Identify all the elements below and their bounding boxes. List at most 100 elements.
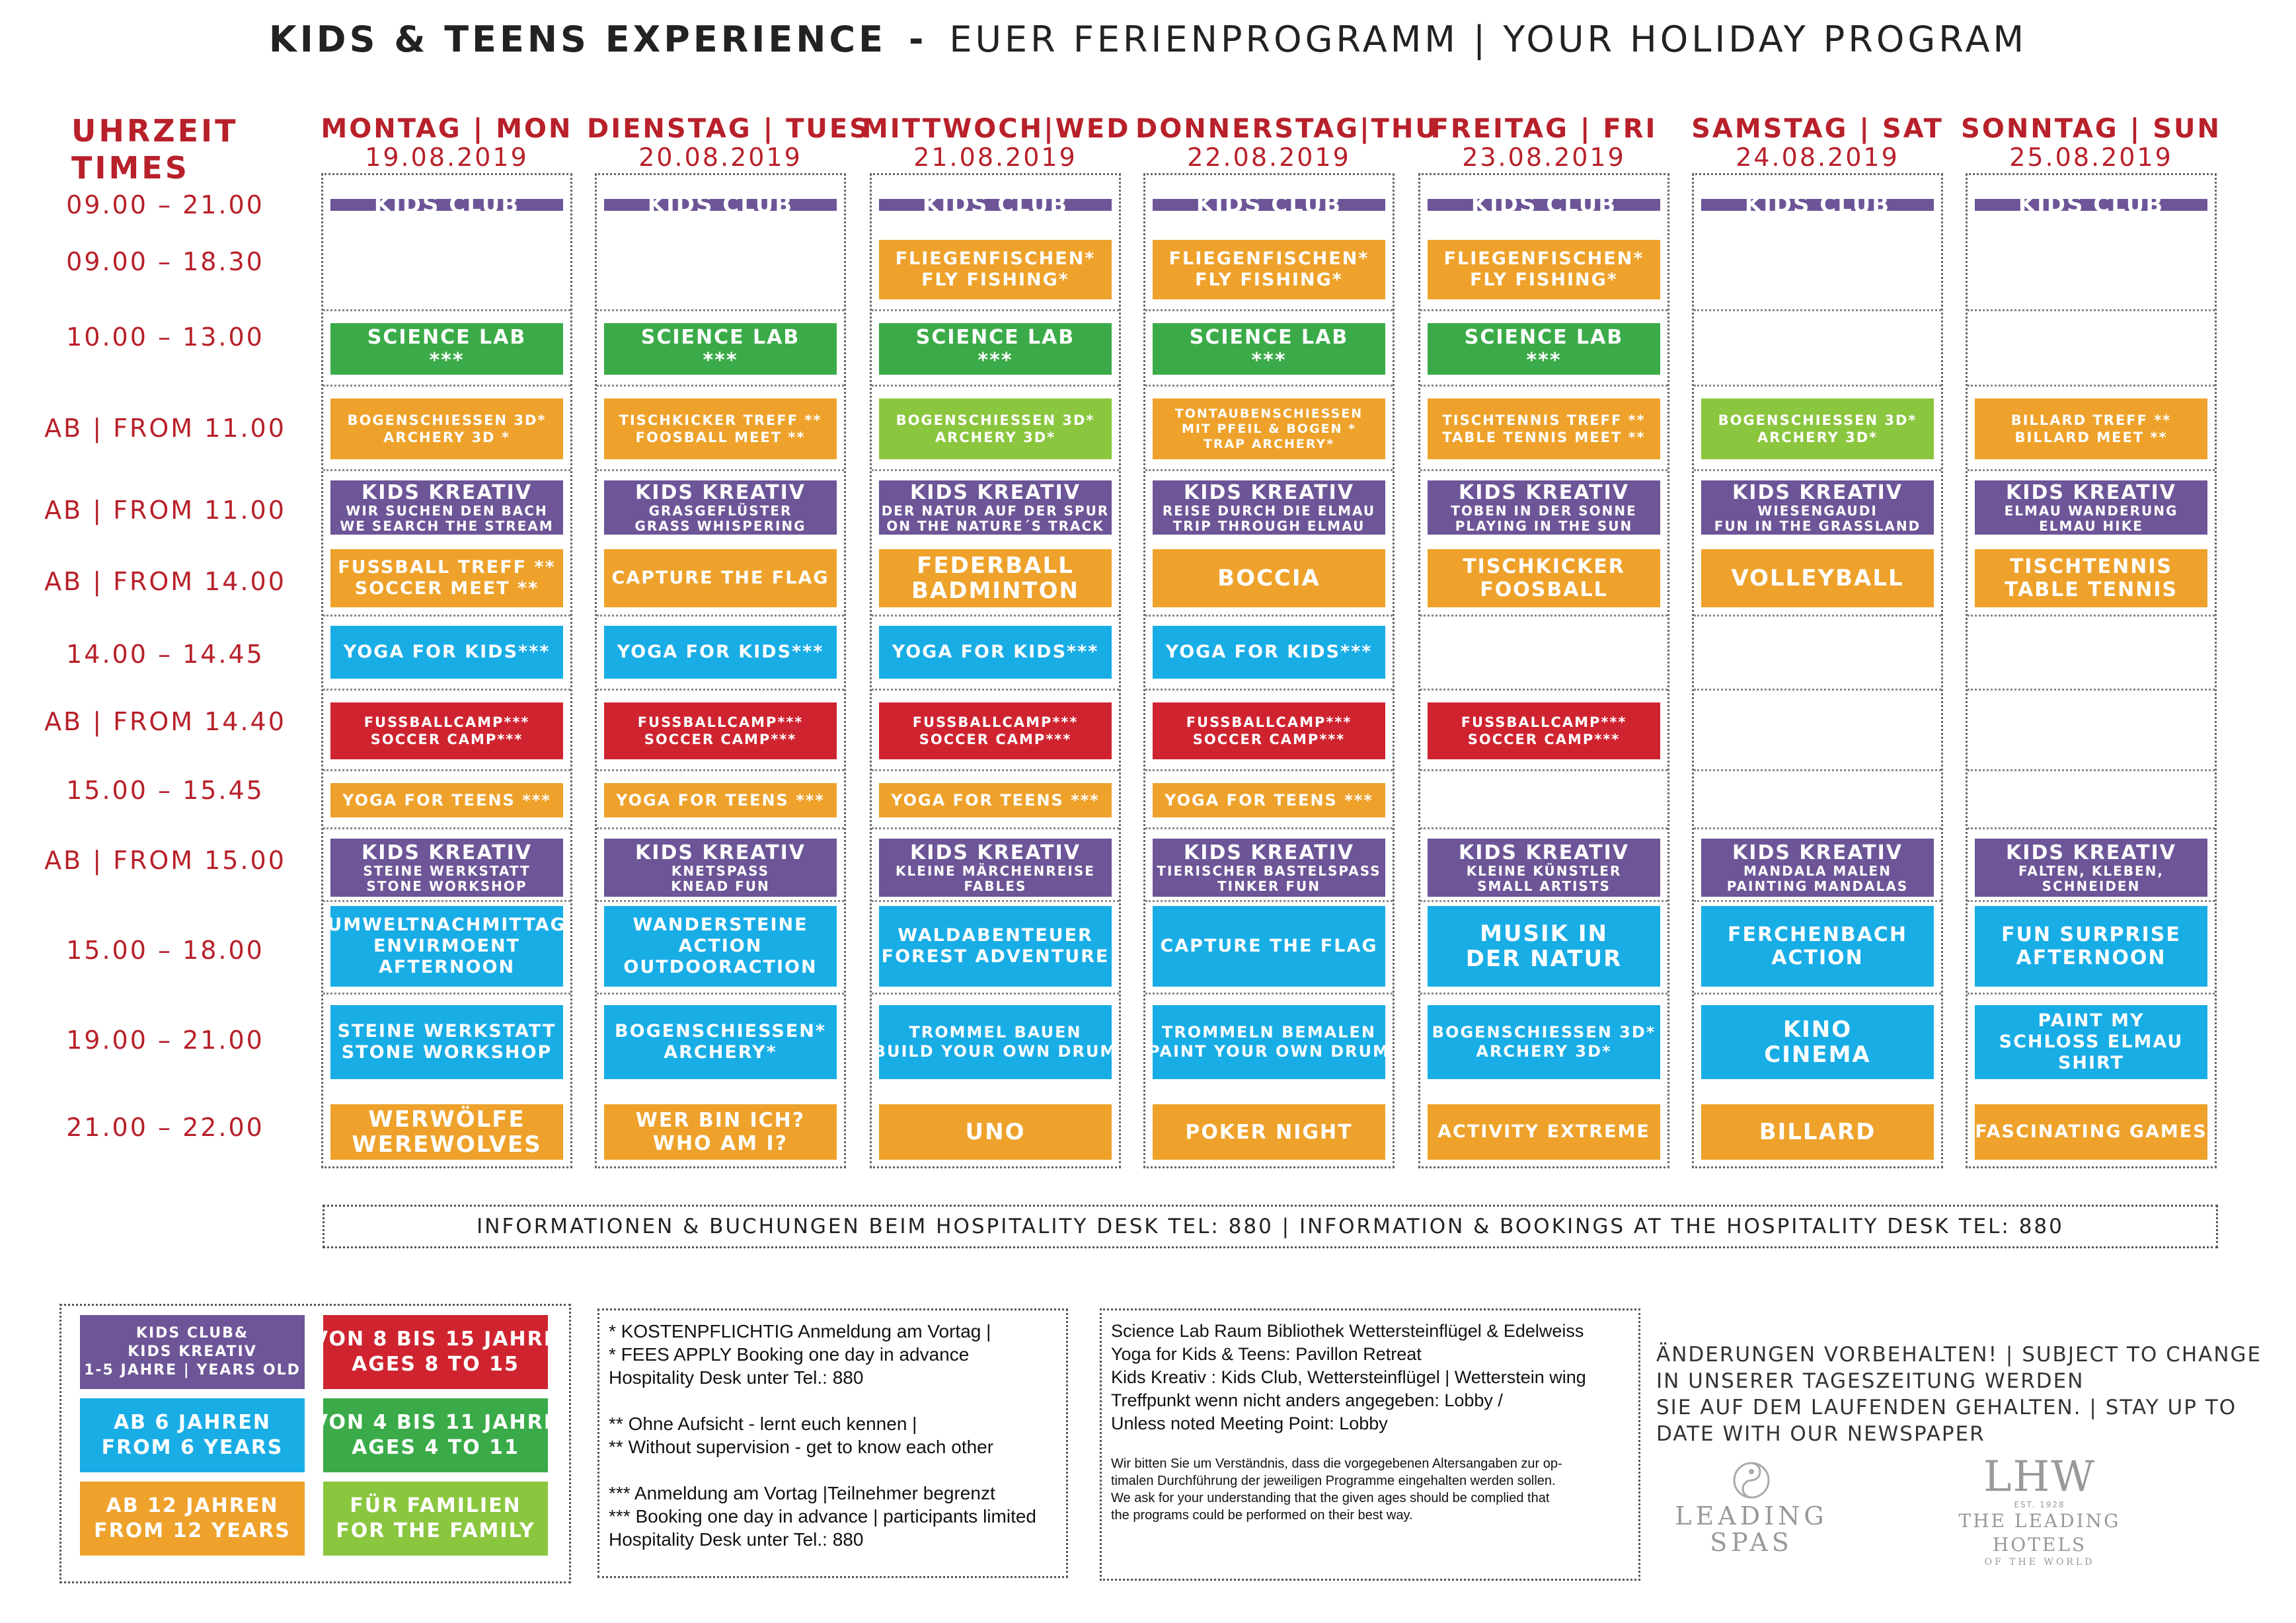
row-divider: [872, 615, 1119, 617]
change-notice-line: ÄNDERUNGEN VORBEHALTEN! | SUBJECT TO CHA…: [1656, 1343, 2262, 1367]
activity-cell: FUSSBALLCAMP*** SOCCER CAMP***: [879, 702, 1112, 759]
activity-text: PAINTING MANDALAS: [1726, 878, 1909, 894]
activity-text: ACTIVITY EXTREME: [1437, 1121, 1650, 1142]
subject-to-change-notice: ÄNDERUNGEN VORBEHALTEN! | SUBJECT TO CHA…: [1656, 1341, 2262, 1447]
activity-text: STONE WORKSHOP: [366, 878, 527, 894]
activity-text: TROMMEL BAUEN: [909, 1023, 1082, 1041]
lhw-sub: OF THE WORLD: [1984, 1557, 2095, 1567]
time-label: AB | FROM 11.00: [44, 496, 286, 525]
row-divider: [1968, 769, 2215, 771]
activity-cell: KIDS KREATIV KLEINE MÄRCHENREISE FABLES: [879, 839, 1112, 897]
day-column: KIDS CLUB FLIEGENFISCHEN*FLY FISHING* SCIE…: [870, 173, 1121, 1168]
activity-cell: CAPTURE THE FLAG: [1153, 906, 1385, 987]
activity-text: FUN SURPRISE: [2001, 923, 2181, 946]
activity-cell: STEINE WERKSTATT STONE WORKSHOP: [330, 1005, 563, 1079]
activity-text: FUN IN THE GRASSLAND: [1714, 517, 1921, 534]
activity-cell: KIDS KREATIV DER NATUR AUF DER SPUR ON THE…: [879, 480, 1112, 535]
activity-text: BOGENSCHIESSEN*: [615, 1021, 826, 1041]
activity-text: ENVIRMOENT: [373, 936, 521, 956]
activity-text: PLAYING IN THE SUN: [1455, 517, 1633, 534]
activity-cell: WERWÖLFE WEREWOLVES: [330, 1104, 563, 1160]
activity-text: TISCHKICKER TREFF **: [619, 412, 822, 428]
activity-text: FUSSBALLCAMP***: [1461, 714, 1627, 730]
row-divider: [1145, 827, 1393, 829]
activity-cell: POKER NIGHT: [1153, 1104, 1385, 1160]
time-label: 15.00 – 15.45: [66, 776, 264, 805]
activity-text: FUSSBALLCAMP***: [637, 714, 804, 730]
activity-text: YOGA FOR KIDS***: [617, 642, 824, 662]
lhw-est: EST. 1928: [2014, 1500, 2065, 1509]
activity-cell: YOGA FOR KIDS***: [879, 626, 1112, 679]
activity-text: KIDS CLUB: [1196, 199, 1342, 211]
activity-text: KIDS KREATIV: [362, 480, 532, 504]
activity-text: FOOSBALL MEET **: [635, 430, 806, 445]
activity-text: BILLARD MEET **: [2014, 430, 2168, 445]
activity-text: TONTAUBENSCHIESSEN: [1174, 406, 1363, 421]
row-divider: [1968, 993, 2215, 995]
legend-text: FÜR FAMILIEN: [350, 1494, 521, 1517]
fees-note-line: *** Booking one day in advance | partici…: [609, 1506, 1036, 1527]
legend-item: AB 6 JAHREN FROM 6 YEARS: [80, 1398, 305, 1472]
day-header: DONNERSTAG|THU 22.08.2019: [1135, 114, 1437, 170]
change-notice-line: SIE AUF DEM LAUFENDEN GEHALTEN. | STAY U…: [1656, 1396, 2237, 1419]
row-divider: [1968, 385, 2215, 387]
activity-text: SOCCER CAMP***: [1192, 732, 1346, 747]
row-divider: [1145, 689, 1393, 691]
activity-cell: FLIEGENFISCHEN* FLY FISHING*: [879, 240, 1112, 299]
location-note-line: Treffpunkt wenn nicht anders angegeben: …: [1111, 1390, 1503, 1410]
activity-cell: FUSSBALLCAMP*** SOCCER CAMP***: [1153, 702, 1385, 759]
legend-text: FOR THE FAMILY: [336, 1519, 535, 1542]
activity-text: OUTDOORACTION: [623, 957, 818, 977]
activity-text: WER BIN ICH?: [635, 1109, 806, 1132]
row-divider: [597, 689, 844, 691]
activity-text: KIDS CLUB: [648, 199, 793, 211]
row-divider: [1420, 689, 1667, 691]
activity-text: BOGENSCHIESSEN 3D*: [1432, 1023, 1656, 1041]
activity-text: ACTION: [678, 936, 763, 956]
day-name: SAMSTAG | SAT: [1691, 114, 1944, 144]
activity-text: YOGA FOR TEENS ***: [891, 790, 1100, 810]
activity-text: KIDS KREATIV: [635, 480, 806, 504]
activity-cell: BOGENSCHIESSEN 3D* ARCHERY 3D *: [330, 398, 563, 459]
activity-text: FLY FISHING*: [921, 270, 1069, 290]
activity-cell: YOGA FOR TEENS ***: [330, 783, 563, 817]
activity-text: UMWELTNACHMITTAG: [330, 915, 563, 935]
activity-text: MANDALA MALEN: [1743, 862, 1892, 879]
row-divider: [323, 309, 570, 311]
activity-text: SHIRT: [2057, 1053, 2125, 1073]
fees-note-line: ** Ohne Aufsicht - lernt euch kennen |: [609, 1414, 917, 1434]
activity-text: YOGA FOR KIDS***: [343, 642, 551, 662]
row-divider: [1145, 615, 1393, 617]
activity-cell: TISCHKICKER TREFF ** FOOSBALL MEET **: [604, 398, 837, 459]
row-divider: [1694, 689, 1941, 691]
activity-text: WANDERSTEINE: [632, 915, 808, 935]
fees-note-line: * FEES APPLY Booking one day in advance: [609, 1344, 970, 1365]
activity-text: WERWÖLFE: [368, 1106, 525, 1133]
row-divider: [323, 385, 570, 387]
time-label: 14.00 – 14.45: [66, 640, 264, 669]
activity-cell: FUN SURPRISE AFTERNOON: [1975, 906, 2207, 987]
activity-cell: KIDS KREATIV WIESENGAUDI FUN IN THE GRASSL…: [1701, 480, 1934, 535]
age-note-line: timalen Durchführung der jeweiligen Prog…: [1111, 1474, 1556, 1488]
activity-text: VOLLEYBALL: [1731, 565, 1904, 591]
activity-cell: YOGA FOR KIDS***: [1153, 626, 1385, 679]
activity-cell: KIDS KREATIV MANDALA MALEN PAINTING MANDAL…: [1701, 839, 1934, 897]
row-divider: [872, 900, 1119, 902]
fees-note-line: [609, 1458, 1057, 1482]
activity-text: TRIP THROUGH ELMAU: [1172, 517, 1365, 534]
activity-cell: BOGENSCHIESSEN* ARCHERY*: [604, 1005, 837, 1079]
day-column: KIDS CLUB FLIEGENFISCHEN*FLY FISHING* SCIE…: [1418, 173, 1669, 1168]
age-legend: KIDS CLUB& KIDS KREATIV 1-5 JAHRE | YEARS …: [59, 1304, 571, 1583]
activity-text: ACTION: [1771, 946, 1864, 969]
activity-cell: UMWELTNACHMITTAG ENVIRMOENT AFTERNOON: [330, 906, 563, 987]
day-name: MONTAG | MON: [321, 114, 573, 144]
day-date: 20.08.2019: [638, 143, 802, 172]
activity-text: ***: [977, 349, 1013, 372]
activity-text: KIDS KREATIV: [910, 841, 1081, 864]
activity-text: FUSSBALL TREFF **: [338, 557, 556, 578]
activity-text: FUSSBALLCAMP***: [1186, 714, 1352, 730]
time-label: AB | FROM 14.40: [44, 707, 286, 736]
activity-text: ELMAU HIKE: [2039, 517, 2143, 534]
activity-text: SOCCER CAMP***: [370, 732, 523, 747]
activity-text: YOGA FOR TEENS ***: [1165, 790, 1373, 810]
